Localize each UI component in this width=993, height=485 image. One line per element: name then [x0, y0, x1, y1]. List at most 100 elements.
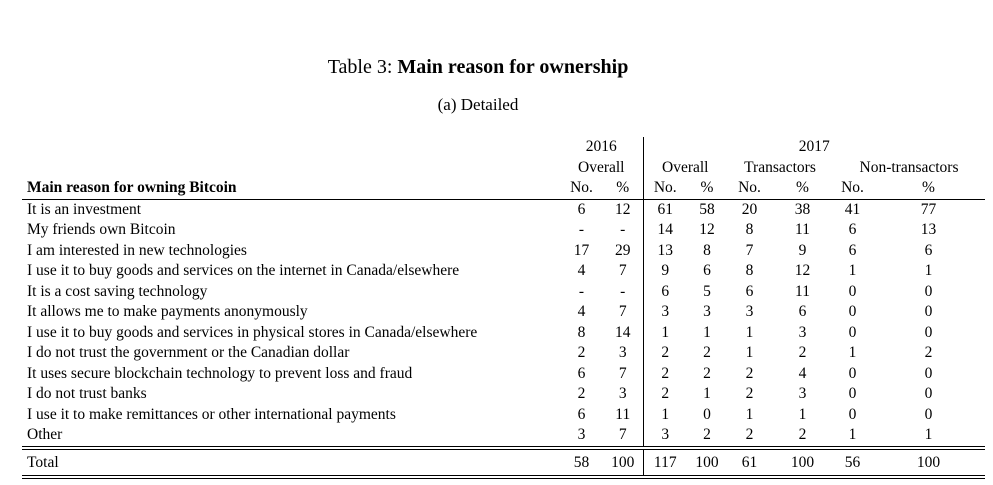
row-value: 3	[661, 303, 670, 320]
row-value: 12	[603, 199, 644, 220]
table-row: It is a cost saving technology - -6 5 6 11 0 0	[22, 281, 985, 302]
reasons-table: 2016 2017 Overall Overall Transactors No…	[22, 137, 985, 479]
row-value: 4	[577, 262, 586, 279]
total-value: 117	[643, 445, 687, 479]
row-value: 0	[703, 405, 711, 423]
group-transactors-header: Transactors	[744, 158, 816, 176]
row-label: It is an investment	[27, 200, 142, 218]
row-value: 1	[745, 405, 754, 423]
table-row: I do not trust banks 2 3 2 1 2 3 0 0	[22, 384, 985, 405]
row-value: 2	[924, 344, 933, 361]
row-value: 11	[795, 221, 810, 238]
row-label: Other	[27, 426, 63, 443]
row-value: 6	[577, 364, 586, 382]
row-value: 2	[703, 364, 711, 382]
table-row: It allows me to make payments anonymousl…	[22, 302, 985, 323]
row-value: 0	[848, 323, 857, 341]
row-value: 6	[848, 221, 857, 238]
row-value: 0	[848, 303, 857, 320]
row-value: 2	[798, 344, 807, 361]
group-header-row: Overall Overall Transactors Non-transact…	[22, 157, 985, 179]
row-value: 3	[745, 303, 754, 320]
row-value: 1	[661, 405, 670, 423]
row-value: 29	[603, 240, 644, 261]
stub-header: Main reason for owning Bitcoin	[22, 178, 560, 200]
table-body: It is an investment 6 12 61 58 20 38 41 77 My fri…	[22, 199, 985, 448]
table-row: I use it to buy goods and services in ph…	[22, 322, 985, 343]
row-value: 6	[745, 282, 754, 300]
col-header-no: No.	[560, 178, 603, 200]
row-value: 6	[577, 405, 586, 423]
caption-prefix: Table 3:	[327, 56, 393, 78]
row-value: 1	[848, 426, 857, 443]
total-value: 56	[833, 445, 872, 479]
caption-block: Table 3: Main reason for ownership (a) D…	[0, 56, 956, 115]
row-value: 13	[657, 241, 674, 259]
col-header-no: No.	[833, 178, 872, 200]
row-value: 3	[703, 303, 711, 320]
row-value: 1	[703, 323, 711, 341]
row-value: 3	[603, 384, 644, 405]
total-value: 100	[687, 445, 727, 479]
row-value: 8	[745, 262, 754, 279]
row-label: It uses secure blockchain technology to …	[27, 364, 413, 382]
row-value: 2	[577, 344, 586, 361]
row-value: 6	[703, 262, 711, 279]
table-row: It uses secure blockchain technology to …	[22, 363, 985, 384]
row-value: 14	[657, 221, 674, 238]
row-value: 5	[703, 282, 711, 300]
total-value: 100	[603, 445, 644, 479]
row-value: 4	[577, 303, 586, 320]
row-value: 7	[603, 425, 644, 448]
row-value: 13	[920, 221, 937, 238]
row-label: I do not trust banks	[27, 385, 147, 402]
row-value: -	[578, 221, 585, 238]
row-value: 38	[794, 200, 811, 218]
total-value: 61	[727, 445, 772, 479]
row-value: 8	[745, 221, 754, 238]
row-value: 1	[798, 405, 807, 423]
row-value: 4	[798, 364, 807, 382]
row-value: 12	[794, 262, 811, 279]
row-value: 0	[848, 385, 857, 402]
row-value: 1	[924, 426, 933, 443]
row-value: 77	[920, 200, 937, 218]
year-2016-header: 2016	[560, 137, 644, 158]
col-header-pct: %	[687, 178, 727, 200]
group-overall-2017-header: Overall	[662, 158, 709, 176]
group-non-transactors-header: Non-transactors	[859, 158, 959, 176]
row-value: 3	[798, 323, 807, 341]
group-overall-2016-header: Overall	[560, 157, 644, 178]
row-value: 20	[741, 200, 758, 218]
row-value: 0	[924, 282, 933, 300]
row-value: 6	[798, 303, 807, 320]
stub-spacer	[22, 158, 560, 179]
row-value: 8	[703, 241, 711, 259]
row-value: 41	[844, 200, 861, 218]
row-value: 0	[924, 303, 933, 320]
row-value: 2	[577, 385, 586, 402]
row-label: It is a cost saving technology	[27, 282, 208, 300]
row-label: I use it to buy goods and services in ph…	[27, 323, 478, 341]
col-header-pct: %	[603, 178, 644, 200]
row-value: 7	[603, 363, 644, 384]
row-value: 2	[745, 364, 754, 382]
row-value: 3	[603, 343, 644, 364]
row-value: 2	[745, 385, 754, 402]
row-value: 0	[848, 364, 857, 382]
caption-title: Main reason for ownership	[397, 56, 629, 78]
row-value: 1	[924, 262, 933, 279]
row-value: -	[603, 220, 644, 241]
row-label: I do not trust the government or the Can…	[27, 344, 350, 361]
total-value: 100	[772, 445, 833, 479]
row-value: 6	[577, 200, 586, 218]
row-value: 11	[795, 282, 810, 300]
table-row: I use it to make remittances or other in…	[22, 404, 985, 425]
row-value: 0	[924, 364, 933, 382]
row-value: 6	[848, 241, 857, 259]
total-label: Total	[22, 445, 560, 479]
row-value: 0	[848, 405, 857, 423]
row-value: 1	[848, 344, 857, 361]
row-value: 6	[661, 282, 670, 300]
col-header-pct: %	[872, 178, 985, 200]
